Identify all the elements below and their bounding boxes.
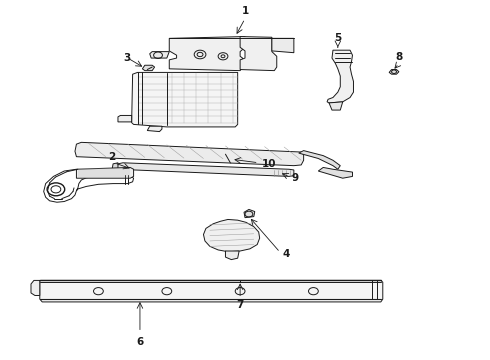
Polygon shape bbox=[117, 163, 294, 176]
Polygon shape bbox=[118, 116, 132, 122]
Text: 10: 10 bbox=[262, 159, 276, 169]
Polygon shape bbox=[327, 50, 353, 103]
Polygon shape bbox=[389, 69, 399, 74]
Polygon shape bbox=[147, 126, 162, 132]
Polygon shape bbox=[299, 150, 340, 169]
Polygon shape bbox=[203, 220, 260, 252]
Polygon shape bbox=[112, 163, 118, 170]
Polygon shape bbox=[76, 167, 134, 178]
Text: 9: 9 bbox=[292, 173, 299, 183]
Polygon shape bbox=[31, 280, 40, 296]
Polygon shape bbox=[132, 72, 238, 127]
Polygon shape bbox=[75, 142, 304, 166]
Polygon shape bbox=[225, 152, 238, 163]
Text: 1: 1 bbox=[242, 6, 248, 17]
Text: 2: 2 bbox=[108, 152, 116, 162]
Text: 3: 3 bbox=[123, 53, 130, 63]
Text: 5: 5 bbox=[334, 33, 342, 43]
Polygon shape bbox=[169, 37, 245, 71]
Text: 7: 7 bbox=[237, 300, 244, 310]
Text: 4: 4 bbox=[282, 248, 290, 258]
Text: 6: 6 bbox=[136, 337, 144, 347]
Polygon shape bbox=[244, 210, 255, 218]
Text: 8: 8 bbox=[395, 52, 403, 62]
Polygon shape bbox=[318, 167, 352, 178]
Polygon shape bbox=[240, 37, 277, 71]
Polygon shape bbox=[40, 280, 383, 302]
Polygon shape bbox=[272, 39, 294, 53]
Polygon shape bbox=[143, 65, 155, 71]
Polygon shape bbox=[225, 251, 239, 260]
Polygon shape bbox=[329, 102, 343, 110]
Polygon shape bbox=[150, 51, 169, 58]
